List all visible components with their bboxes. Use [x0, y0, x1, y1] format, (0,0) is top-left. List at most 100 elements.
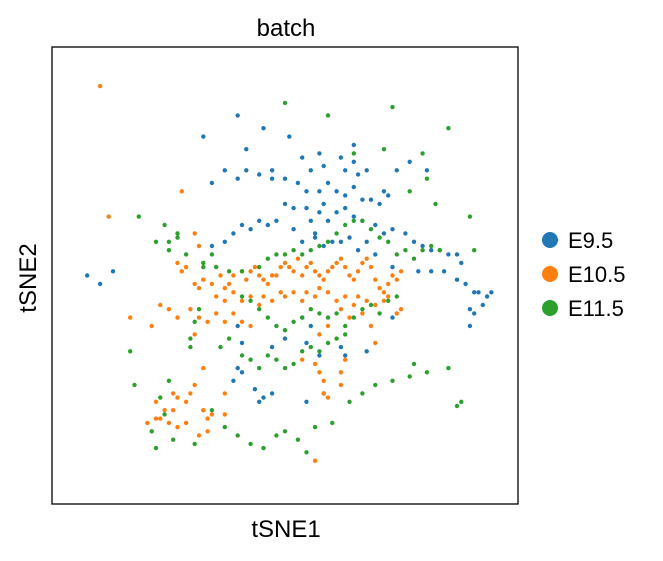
point-e10-5-72 — [351, 302, 356, 308]
point-e11-5-24 — [274, 252, 279, 257]
point-e10-5-50 — [386, 281, 391, 287]
point-e10-5-113 — [201, 408, 206, 413]
point-e10-5-61 — [269, 298, 275, 303]
point-e11-5-17 — [183, 252, 189, 257]
point-e10-5-60 — [261, 294, 266, 299]
point-e10-5-127 — [317, 370, 322, 375]
point-e10-5-35 — [321, 277, 326, 282]
point-e10-5-69 — [325, 290, 331, 295]
point-e9-5-14 — [343, 168, 348, 173]
point-e10-5-28 — [291, 269, 296, 274]
point-e10-5-85 — [188, 307, 193, 312]
point-e11-5-61 — [386, 298, 391, 303]
series-e9-5 — [85, 113, 494, 404]
point-e11-5-58 — [360, 307, 365, 312]
point-e11-5-14 — [175, 231, 180, 236]
point-e11-5-106 — [347, 399, 352, 404]
point-e10-5-0 — [97, 83, 103, 89]
point-e10-5-118 — [196, 433, 202, 438]
point-e11-5-81 — [343, 332, 348, 337]
point-e11-5-59 — [368, 302, 374, 308]
point-e11-5-38 — [394, 252, 399, 257]
point-e11-5-72 — [265, 353, 270, 358]
point-e10-5-81 — [149, 323, 154, 329]
point-e11-5-88 — [153, 445, 159, 451]
point-e10-5-67 — [312, 294, 318, 299]
point-e9-5-67 — [222, 239, 227, 244]
point-e11-5-90 — [192, 441, 197, 447]
point-e11-5-47 — [265, 315, 270, 320]
point-e9-5-24 — [222, 168, 227, 173]
point-e11-5-28 — [308, 248, 313, 253]
point-e9-5-13 — [338, 155, 344, 160]
point-e10-5-33 — [312, 269, 318, 274]
point-e9-5-61 — [459, 260, 464, 266]
point-e10-5-23 — [269, 273, 275, 278]
point-e11-5-96 — [274, 433, 279, 438]
x-axis-label: tSNE1 — [251, 516, 320, 543]
point-e10-5-10 — [196, 285, 202, 291]
point-e10-5-124 — [312, 458, 318, 463]
point-e10-5-55 — [222, 298, 227, 303]
point-e9-5-34 — [334, 189, 339, 194]
point-e10-5-91 — [239, 319, 245, 324]
point-e10-5-20 — [257, 273, 262, 278]
point-e10-5-66 — [304, 290, 309, 295]
point-e9-5-1 — [97, 281, 103, 287]
point-e10-5-9 — [192, 281, 197, 287]
plot-frame — [51, 46, 519, 505]
point-e10-5-111 — [175, 424, 180, 430]
point-e11-5-32 — [343, 222, 348, 228]
point-e9-5-93 — [467, 323, 473, 329]
point-e11-5-1 — [325, 113, 331, 118]
point-e10-5-68 — [317, 285, 322, 291]
point-e9-5-2 — [110, 269, 116, 274]
point-e10-5-76 — [381, 298, 387, 303]
point-e11-5-54 — [325, 315, 331, 320]
point-e10-5-97 — [360, 311, 365, 316]
point-e9-5-92 — [472, 311, 477, 316]
legend-item-e10-5: E10.5 — [542, 262, 626, 287]
point-e10-5-42 — [351, 277, 356, 282]
point-e9-5-10 — [308, 168, 313, 173]
legend: E9.5 E10.5 E11.5 — [542, 228, 626, 321]
point-e10-5-100 — [192, 332, 197, 337]
point-e11-5-98 — [295, 437, 301, 442]
point-e9-5-16 — [355, 172, 361, 177]
point-e10-5-36 — [325, 269, 331, 274]
point-e10-5-78 — [394, 311, 399, 316]
point-e9-5-78 — [355, 248, 361, 253]
point-e10-5-49 — [381, 290, 387, 295]
point-e10-5-46 — [368, 264, 374, 270]
point-e10-5-115 — [222, 412, 227, 417]
point-e11-5-55 — [334, 311, 339, 316]
point-e11-5-63 — [196, 307, 202, 312]
point-e10-5-65 — [300, 298, 305, 303]
point-e11-5-94 — [248, 441, 253, 447]
point-e10-5-96 — [347, 315, 352, 320]
point-e10-5-7 — [183, 264, 189, 270]
point-e9-5-76 — [338, 239, 344, 244]
point-e11-5-84 — [166, 378, 172, 383]
point-e9-5-91 — [467, 307, 473, 312]
point-e11-5-9 — [433, 201, 438, 207]
point-e10-5-93 — [317, 332, 322, 337]
point-e10-5-27 — [287, 264, 292, 270]
point-e10-5-73 — [355, 294, 361, 299]
point-e10-5-18 — [248, 269, 253, 274]
point-e11-5-37 — [386, 239, 391, 244]
point-e10-5-79 — [398, 307, 404, 312]
point-e9-5-26 — [244, 168, 249, 173]
point-e9-5-3 — [201, 134, 206, 139]
legend-item-e11-5: E11.5 — [542, 296, 624, 321]
point-e9-5-88 — [476, 290, 481, 295]
point-e11-5-68 — [226, 336, 232, 341]
point-e9-5-28 — [269, 176, 275, 181]
point-e10-5-104 — [183, 399, 189, 404]
point-e9-5-51 — [373, 222, 378, 228]
point-e11-5-79 — [325, 340, 331, 346]
point-e9-5-9 — [300, 155, 305, 160]
point-e10-5-109 — [153, 416, 159, 421]
point-e11-5-105 — [459, 399, 464, 404]
point-e10-5-92 — [248, 323, 253, 329]
